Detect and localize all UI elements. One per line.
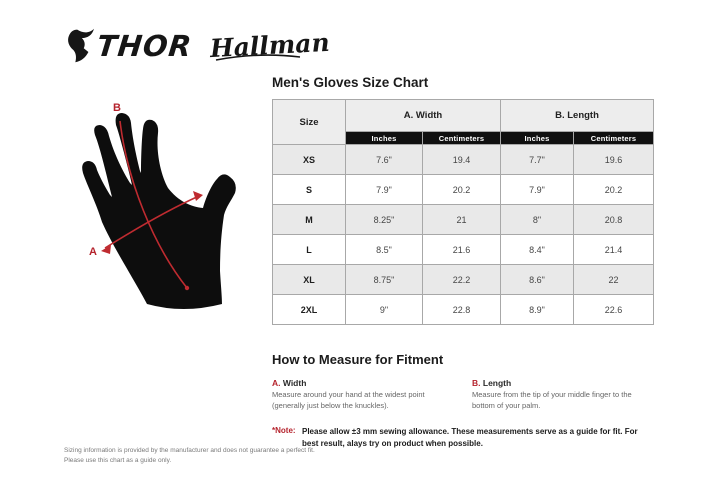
size-cell: XL: [272, 264, 346, 295]
fitment-width-label: A. Width: [272, 378, 458, 388]
fitment-section: How to Measure for Fitment A. Width Meas…: [272, 352, 653, 451]
measurement-cell: 19.4: [422, 144, 501, 175]
table-header-row: Size A. Width B. Length: [272, 99, 654, 145]
brand-logos: THOR Hallman: [66, 27, 330, 64]
hallman-wordmark: Hallman: [209, 27, 331, 64]
measurement-cell: 8.6": [500, 264, 574, 295]
measurement-cell: 22.2: [422, 264, 501, 295]
measurement-cell: 7.6": [345, 144, 423, 175]
fitment-heading: How to Measure for Fitment: [272, 352, 444, 367]
fitment-length-block: B. Length Measure from the tip of your m…: [472, 378, 653, 412]
sizing-disclaimer: Sizing information is provided by the ma…: [64, 447, 315, 465]
column-header-length: B. Length: [500, 99, 654, 132]
measurement-cell: 9": [345, 294, 423, 325]
width-measure-line: [104, 195, 200, 249]
fitment-length-letter: B.: [472, 378, 481, 388]
measurement-cell: 8.4": [500, 234, 574, 265]
size-cell: M: [272, 204, 346, 235]
thor-logo: THOR: [66, 27, 194, 64]
measurement-cell: 21: [422, 204, 501, 235]
note-text: Please allow ±3 mm sewing allowance. The…: [302, 426, 638, 449]
size-chart-section: Men's Gloves Size Chart Size A. Width B.…: [272, 75, 654, 325]
glove-diagram: B A: [55, 85, 255, 325]
measurement-cell: 22.6: [573, 294, 654, 325]
size-table-body: XS 7.6" 19.4 7.7" 19.6 S 7.9" 20.2 7.9" 20.2 M 8.25…: [272, 144, 654, 325]
measurement-cell: 20.2: [573, 174, 654, 205]
measurement-cell: 7.9": [345, 174, 423, 205]
measurement-cell: 8": [500, 204, 574, 235]
hallman-swash-icon: [215, 54, 301, 61]
size-cell: S: [272, 174, 346, 205]
column-header-size: Size: [272, 99, 346, 145]
fitment-note: *Note: Please allow ±3 mm sewing allowan…: [272, 426, 653, 451]
measurement-cell: 8.75": [345, 264, 423, 295]
measurement-cell: 7.9": [500, 174, 574, 205]
measurement-cell: 20.2: [422, 174, 501, 205]
thor-wordmark: THOR: [95, 28, 194, 63]
measurement-cell: 22.8: [422, 294, 501, 325]
size-table-row: M 8.25" 21 8" 20.8: [272, 204, 654, 235]
width-arrow-left-icon: [101, 245, 111, 254]
subheader-length-centimeters: Centimeters: [573, 131, 654, 145]
size-cell: L: [272, 234, 346, 265]
fitment-length-label: B. Length: [472, 378, 653, 388]
fitment-length-text: Measure from the tip of your middle fing…: [472, 390, 632, 410]
fitment-width-letter: A.: [272, 378, 281, 388]
size-cell: 2XL: [272, 294, 346, 325]
size-table-row: 2XL 9" 22.8 8.9" 22.6: [272, 294, 654, 325]
size-table-row: XS 7.6" 19.4 7.7" 19.6: [272, 144, 654, 175]
size-table-row: XL 8.75" 22.2 8.6" 22: [272, 264, 654, 295]
note-label: *Note:: [272, 425, 296, 435]
measurement-cell: 8.25": [345, 204, 423, 235]
thor-helmet-icon: [68, 28, 94, 63]
measurement-cell: 20.8: [573, 204, 654, 235]
column-header-width: A. Width: [345, 99, 501, 132]
subheader-width-inches: Inches: [345, 131, 423, 145]
measurement-cell: 19.6: [573, 144, 654, 175]
fitment-length-title: Length: [482, 378, 512, 388]
measurement-cell: 22: [573, 264, 654, 295]
page-title: Men's Gloves Size Chart: [272, 75, 429, 90]
fitment-width-title: Width: [282, 378, 307, 388]
table-subheader-row: Inches Centimeters Inches Centimeters: [273, 131, 654, 145]
length-line-endpoint: [184, 285, 190, 291]
glove-silhouette-icon: B A: [82, 102, 236, 309]
subheader-length-inches: Inches: [500, 131, 574, 145]
diagram-label-b: B: [113, 102, 121, 114]
measurement-cell: 21.6: [422, 234, 501, 265]
width-arrow-right-icon: [193, 191, 203, 201]
length-measure-line: [119, 120, 188, 289]
diagram-label-a: A: [89, 246, 97, 258]
measurement-cell: 7.7": [500, 144, 574, 175]
measurement-cell: 8.5": [345, 234, 423, 265]
fitment-width-text: Measure around your hand at the widest p…: [272, 390, 425, 410]
size-cell: XS: [272, 144, 346, 175]
size-table-row: L 8.5" 21.6 8.4" 21.4: [272, 234, 654, 265]
size-table: Size A. Width B. Length Inches Centimete…: [272, 99, 654, 325]
subheader-width-centimeters: Centimeters: [422, 131, 501, 145]
fitment-width-block: A. Width Measure around your hand at the…: [272, 378, 472, 412]
size-table-row: S 7.9" 20.2 7.9" 20.2: [272, 174, 654, 205]
measurement-cell: 8.9": [500, 294, 574, 325]
measurement-cell: 21.4: [573, 234, 654, 265]
hallman-logo: Hallman: [209, 27, 331, 64]
